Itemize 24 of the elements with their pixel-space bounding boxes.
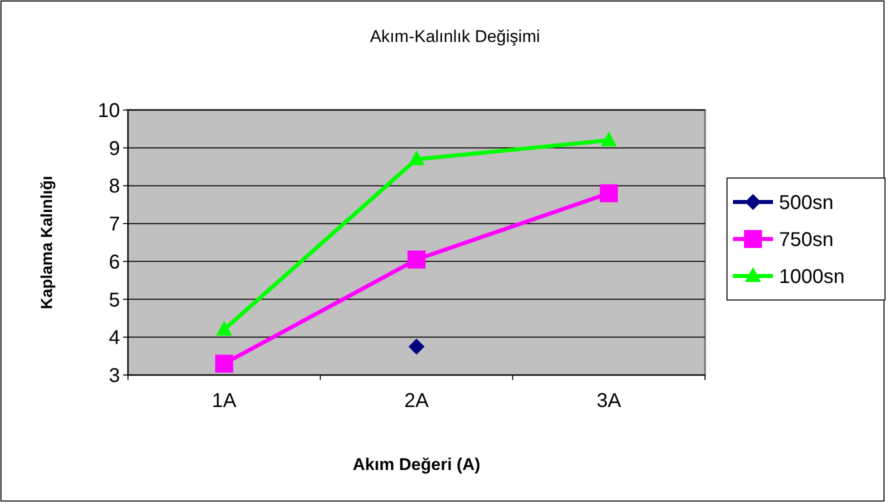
y-tick-label: 9 [108, 138, 120, 160]
legend-label: 500sn [779, 192, 834, 214]
y-tick-label: 5 [108, 289, 120, 312]
x-tick-label: 3A [596, 390, 622, 412]
chart-title: Akım-Kalınlık Değişimi [370, 27, 540, 46]
point [408, 338, 424, 355]
point [600, 184, 618, 202]
y-tick-label: 8 [108, 176, 120, 198]
legend-label: 1000sn [779, 266, 845, 288]
y-tick-label: 10 [98, 100, 120, 122]
y-tick-label: 4 [108, 327, 120, 350]
y-tick-label: 7 [108, 214, 120, 236]
x-tick-label: 1A [212, 390, 238, 412]
point [215, 354, 234, 373]
y-axis-title: Kaplama Kalınlığı [39, 176, 56, 310]
point [408, 250, 426, 269]
y-tick-label: 3 [108, 365, 120, 387]
legend-label: 750sn [779, 229, 834, 251]
x-axis-title: Akım Değeri (A) [352, 455, 480, 474]
point [600, 131, 617, 146]
y-tick-label: 6 [108, 251, 120, 274]
point [216, 320, 232, 336]
point [408, 150, 424, 166]
x-tick-label: 2A [404, 390, 430, 412]
